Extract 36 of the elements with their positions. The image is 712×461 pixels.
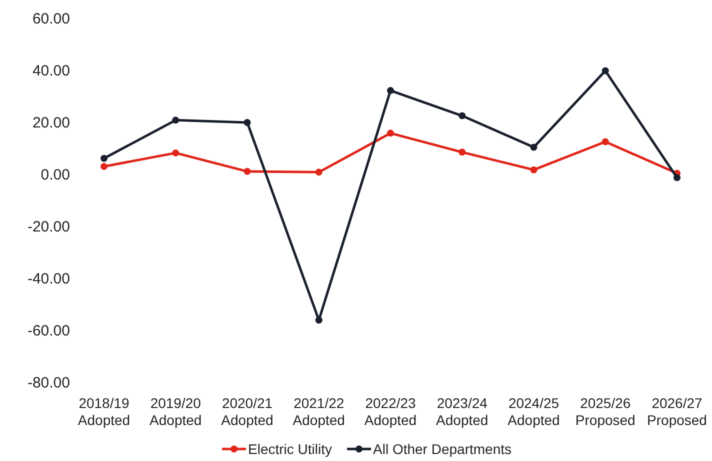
point: [244, 119, 251, 126]
y-tick-label: -60.00: [27, 322, 70, 340]
point: [530, 144, 538, 151]
point: [244, 168, 251, 175]
y-tick-label: 20.00: [32, 114, 70, 132]
point: [172, 149, 180, 156]
point: [674, 174, 680, 182]
point: [387, 130, 394, 137]
y-tick-label: -20.00: [27, 218, 70, 236]
x-tick-label: 2025/26 Proposed: [575, 395, 636, 428]
point: [172, 116, 180, 124]
x-tick-label: 2024/25 Adopted: [508, 395, 560, 428]
x-tick-label: 2023/24 Adopted: [436, 395, 488, 428]
x-tick-label: 2018/19 Adopted: [78, 395, 130, 428]
y-tick-label: -80.00: [27, 374, 70, 392]
y-tick-label: 40.00: [32, 62, 70, 80]
legend-label: All Other Departments: [373, 440, 512, 457]
x-tick-label: 2020/21 Adopted: [221, 395, 274, 428]
y-tick-label: 0.00: [40, 166, 70, 184]
legend-label: Electric Utility: [248, 440, 332, 457]
x-tick-label: 2021/22 Adopted: [292, 395, 345, 428]
x-tick-label: 2022/23 Adopted: [364, 395, 417, 428]
point: [530, 166, 538, 174]
point: [602, 138, 609, 146]
y-tick-label: 60.00: [32, 10, 70, 28]
point: [458, 148, 466, 156]
point: [387, 87, 394, 94]
point: [458, 112, 466, 120]
y-tick-label: -40.00: [27, 270, 70, 288]
point: [315, 316, 322, 324]
x-tick-label: 2026/27 Proposed: [647, 395, 707, 428]
point: [100, 162, 108, 170]
point: [602, 67, 609, 74]
point: [100, 154, 108, 162]
point: [315, 168, 322, 176]
x-tick-label: 2019/20 Adopted: [150, 395, 202, 428]
